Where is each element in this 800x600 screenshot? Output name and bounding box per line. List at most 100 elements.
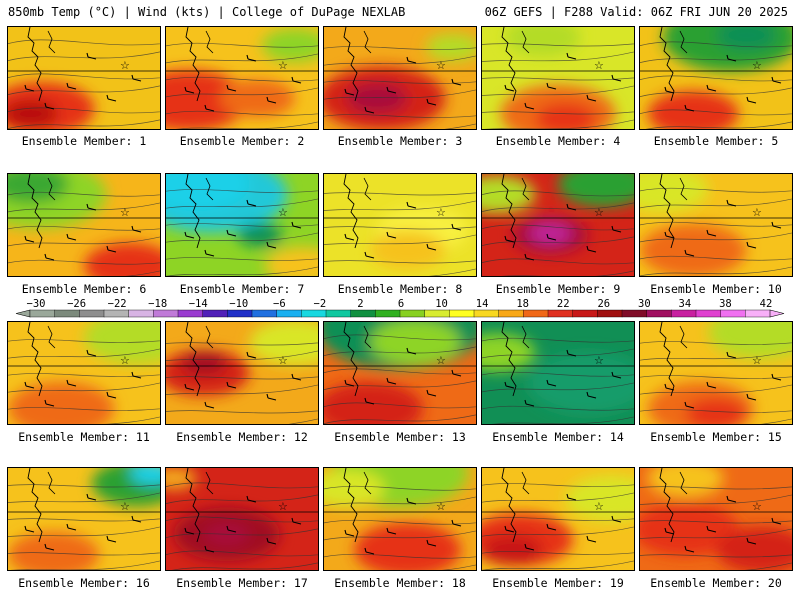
colorbar-tick-label: 10 (435, 298, 448, 310)
colorbar-tick-label: 30 (638, 298, 651, 310)
ensemble-member-map: ☆ (165, 173, 319, 277)
colorbar-tick-label: 34 (679, 298, 692, 310)
colorbar-tick-label: 6 (398, 298, 404, 310)
ensemble-member-map: ☆ (639, 467, 793, 571)
svg-text:☆: ☆ (436, 500, 446, 513)
svg-text:☆: ☆ (594, 206, 604, 219)
colorbar-swatch (325, 309, 352, 318)
colorbar-swatch (424, 309, 450, 318)
svg-text:☆: ☆ (278, 500, 288, 513)
temperature-colorbar: −30 −26 −22 −18 −14 −10 −6 −2 2 6 10 14 18 22 26 30 34 38… (15, 298, 785, 318)
svg-text:☆: ☆ (752, 354, 762, 367)
ensemble-member-map: ☆ (481, 467, 635, 571)
ensemble-member-label: Ensemble Member: 2 (179, 134, 305, 148)
ensemble-member-map: ☆ (481, 321, 635, 425)
svg-text:☆: ☆ (594, 354, 604, 367)
colorbar-swatch (449, 309, 475, 318)
ensemble-member-label: Ensemble Member: 10 (650, 282, 782, 296)
svg-text:☆: ☆ (436, 354, 446, 367)
ensemble-member-map: ☆ (639, 26, 793, 130)
ensemble-member-label: Ensemble Member: 12 (176, 430, 308, 444)
svg-text:☆: ☆ (752, 59, 762, 72)
ensemble-member-map: ☆ (323, 26, 477, 130)
ensemble-member-label: Ensemble Member: 16 (18, 576, 150, 590)
svg-text:☆: ☆ (594, 500, 604, 513)
ensemble-member-label: Ensemble Member: 18 (334, 576, 466, 590)
colorbar-swatch (671, 309, 697, 318)
colorbar-tick-label: −6 (273, 298, 286, 310)
svg-text:☆: ☆ (278, 354, 288, 367)
ensemble-member-label: Ensemble Member: 7 (179, 282, 305, 296)
map-title: 850mb Temp (°C) | Wind (kts) | College o… (8, 5, 406, 19)
colorbar-tick-label: −14 (189, 298, 208, 310)
ensemble-member-label: Ensemble Member: 15 (650, 430, 782, 444)
ensemble-member-map: ☆ (323, 321, 477, 425)
ensemble-member-map: ☆ (481, 26, 635, 130)
colorbar-tick-label: −26 (67, 298, 86, 310)
colorbar-left-arrow (15, 309, 31, 318)
ensemble-member-label: Ensemble Member: 4 (495, 134, 621, 148)
colorbar-tick-label: −30 (27, 298, 46, 310)
colorbar-swatch (153, 309, 179, 318)
ensemble-member-label: Ensemble Member: 3 (337, 134, 463, 148)
colorbar-swatch (597, 309, 623, 318)
colorbar-tick-label: 2 (357, 298, 363, 310)
colorbar-swatch (103, 309, 130, 318)
colorbar-swatch (572, 309, 598, 318)
colorbar-tick-label: −22 (108, 298, 127, 310)
colorbar-swatch (350, 309, 376, 318)
svg-text:☆: ☆ (436, 206, 446, 219)
colorbar-swatch (695, 309, 722, 318)
colorbar-tick-label: 26 (597, 298, 610, 310)
colorbar-swatch (375, 309, 401, 318)
ensemble-member-map: ☆ (7, 467, 161, 571)
colorbar-tick-label: 22 (557, 298, 570, 310)
colorbar-swatch (202, 309, 228, 318)
colorbar-swatch (251, 309, 278, 318)
ensemble-member-map: ☆ (165, 26, 319, 130)
ensemble-member-map: ☆ (7, 321, 161, 425)
ensemble-member-label: Ensemble Member: 20 (650, 576, 782, 590)
colorbar-swatch (227, 309, 253, 318)
colorbar-swatch (720, 309, 746, 318)
ensemble-member-map: ☆ (165, 467, 319, 571)
colorbar-tick-label: −10 (229, 298, 248, 310)
ensemble-member-label: Ensemble Member: 19 (492, 576, 624, 590)
colorbar-swatch (301, 309, 327, 318)
colorbar-tick-label: 42 (760, 298, 773, 310)
ensemble-member-label: Ensemble Member: 8 (337, 282, 463, 296)
colorbar-swatch (54, 309, 80, 318)
colorbar-tick-label: 14 (476, 298, 489, 310)
colorbar-swatch (646, 309, 672, 318)
colorbar-right-arrow (769, 309, 785, 318)
svg-text:☆: ☆ (436, 59, 446, 72)
svg-text:☆: ☆ (120, 354, 130, 367)
svg-text:☆: ☆ (120, 59, 130, 72)
model-run-info: 06Z GEFS | F288 Valid: 06Z FRI JUN 20 20… (484, 5, 788, 19)
ensemble-member-map: ☆ (481, 173, 635, 277)
svg-text:☆: ☆ (594, 59, 604, 72)
ensemble-member-label: Ensemble Member: 17 (176, 576, 308, 590)
colorbar-swatch (177, 309, 204, 318)
ensemble-member-label: Ensemble Member: 11 (18, 430, 150, 444)
ensemble-member-label: Ensemble Member: 9 (495, 282, 621, 296)
ensemble-member-label: Ensemble Member: 1 (21, 134, 147, 148)
colorbar-swatch (523, 309, 549, 318)
ensemble-member-map: ☆ (639, 321, 793, 425)
colorbar-swatch (29, 309, 56, 318)
ensemble-member-label: Ensemble Member: 6 (21, 282, 147, 296)
colorbar-swatch (399, 309, 426, 318)
colorbar-swatch (498, 309, 524, 318)
ensemble-member-map: ☆ (323, 467, 477, 571)
colorbar-swatch (547, 309, 574, 318)
colorbar-swatch (79, 309, 105, 318)
colorbar-swatch (473, 309, 500, 318)
svg-text:☆: ☆ (278, 59, 288, 72)
ensemble-member-map: ☆ (7, 26, 161, 130)
svg-text:☆: ☆ (752, 206, 762, 219)
ensemble-member-map: ☆ (323, 173, 477, 277)
colorbar-tick-label: −2 (314, 298, 327, 310)
colorbar-swatch (621, 309, 648, 318)
colorbar-swatch (128, 309, 154, 318)
svg-text:☆: ☆ (120, 500, 130, 513)
